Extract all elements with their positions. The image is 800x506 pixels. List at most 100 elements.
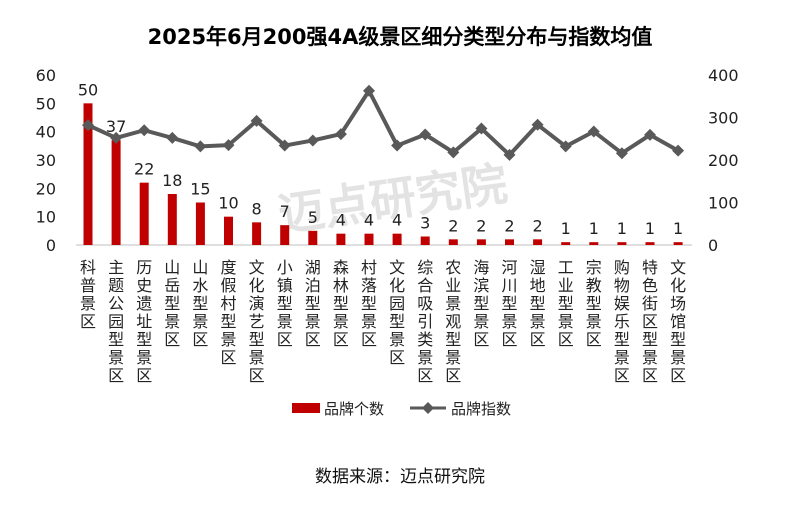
- bar: [280, 225, 290, 245]
- chart-title: 2025年6月200强4A级景区细分类型分布与指数均值: [148, 25, 653, 49]
- bar-data-label: 18: [162, 171, 182, 190]
- bar-data-label: 3: [420, 214, 430, 233]
- right-tick-label: 0: [708, 236, 718, 255]
- category-label: 文化园型景区: [389, 258, 405, 367]
- category-label: 村落型景区: [361, 258, 377, 349]
- legend-line-label: 品牌指数: [451, 400, 511, 418]
- bar-data-label: 4: [364, 211, 374, 230]
- index-point: [503, 148, 516, 161]
- index-point: [334, 128, 347, 141]
- bar: [224, 216, 233, 245]
- legend-bar-label: 品牌个数: [324, 400, 384, 418]
- category-label: 主题公园型景区: [108, 258, 124, 385]
- category-label: 购物娱乐型景区: [614, 258, 630, 385]
- bar: [167, 194, 177, 245]
- index-point: [82, 119, 94, 132]
- bar: [561, 242, 571, 245]
- category-label: 历史遗址型景区: [136, 258, 152, 385]
- index-point: [587, 125, 600, 138]
- category-label: 森林型景区: [333, 258, 349, 349]
- left-tick-label: 10: [36, 208, 56, 227]
- right-axis: 0 100 200 300 400: [708, 66, 739, 255]
- index-point: [222, 139, 235, 152]
- bar: [533, 239, 543, 245]
- category-label: 文化演艺型景区: [249, 258, 265, 385]
- bar-data-label: 5: [308, 208, 318, 227]
- bar-data-label: 1: [589, 219, 599, 238]
- left-tick-label: 60: [36, 66, 56, 85]
- bar-data-label: 2: [476, 216, 486, 235]
- bar: [617, 242, 627, 245]
- index-point: [278, 139, 291, 152]
- category-label: 小镇型景区: [277, 258, 293, 349]
- index-point: [194, 140, 207, 153]
- bar-data-label: 1: [645, 219, 655, 238]
- bar: [308, 230, 318, 245]
- bar-data-label: 8: [252, 199, 262, 218]
- bar-data-label: 1: [617, 219, 627, 238]
- category-label: 特色街区型景区: [642, 258, 658, 385]
- bar: [589, 242, 599, 245]
- bar: [139, 182, 149, 245]
- bar-data-label: 22: [134, 160, 154, 179]
- right-tick-label: 100: [708, 194, 739, 213]
- index-point: [419, 128, 432, 141]
- index-point: [447, 146, 460, 159]
- index-point: [110, 131, 123, 144]
- legend-line-marker: [422, 402, 434, 414]
- bar-data-label: 2: [533, 216, 543, 235]
- index-point: [672, 144, 685, 157]
- index-point: [250, 114, 263, 127]
- index-point: [644, 128, 656, 141]
- category-labels: 科普景区主题公园型景区历史遗址型景区山岳型景区山水型景区度假村型景区文化演艺型景…: [80, 258, 686, 385]
- bar: [673, 242, 683, 245]
- index-point: [138, 124, 151, 137]
- left-axis: 0 10 20 30 40 50 60: [36, 66, 56, 255]
- category-label: 山水型景区: [192, 258, 208, 349]
- index-point: [615, 147, 628, 160]
- bar-data-label: 2: [448, 216, 458, 235]
- bar-data-label: 7: [280, 202, 290, 221]
- category-label: 海滨型景区: [473, 258, 489, 349]
- category-label: 山岳型景区: [164, 258, 180, 349]
- category-label: 河川型景区: [501, 258, 517, 349]
- line-series: [82, 84, 685, 161]
- category-label: 湿地型景区: [530, 258, 546, 349]
- bar-data-label: 15: [190, 180, 210, 199]
- source-note: 数据来源：迈点研究院: [315, 467, 485, 487]
- bar-data-label: 37: [106, 117, 126, 136]
- bar: [448, 239, 458, 245]
- index-point: [166, 131, 179, 144]
- index-point: [391, 139, 404, 152]
- bar: [195, 202, 205, 245]
- category-label: 文化场馆型景区: [670, 258, 686, 385]
- bar-data-label: 4: [392, 211, 402, 230]
- category-label: 度假村型景区: [220, 258, 236, 367]
- bar-data-label: 1: [673, 219, 683, 238]
- left-tick-label: 0: [46, 236, 56, 255]
- bar: [336, 233, 346, 245]
- bar: [505, 239, 514, 245]
- category-label: 农业景观型景区: [445, 258, 461, 385]
- bar-data-label: 4: [336, 211, 346, 230]
- category-label: 宗教型景区: [586, 258, 602, 349]
- index-point: [363, 84, 375, 97]
- left-tick-label: 50: [36, 94, 56, 113]
- bar: [420, 236, 430, 245]
- bar-series: [83, 103, 683, 245]
- category-label: 工业型景区: [558, 258, 574, 349]
- left-tick-label: 40: [36, 123, 56, 142]
- index-point: [531, 118, 544, 131]
- category-label: 综合吸引类景区: [417, 258, 433, 385]
- right-tick-label: 200: [708, 151, 739, 170]
- category-label: 科普景区: [80, 258, 96, 331]
- index-line: [87, 88, 680, 157]
- bar-data-label: 1: [561, 219, 571, 238]
- index-point: [475, 122, 488, 135]
- bar: [392, 233, 402, 245]
- index-point: [559, 140, 572, 153]
- left-tick-label: 30: [36, 151, 56, 170]
- bar-data-label: 50: [78, 80, 98, 99]
